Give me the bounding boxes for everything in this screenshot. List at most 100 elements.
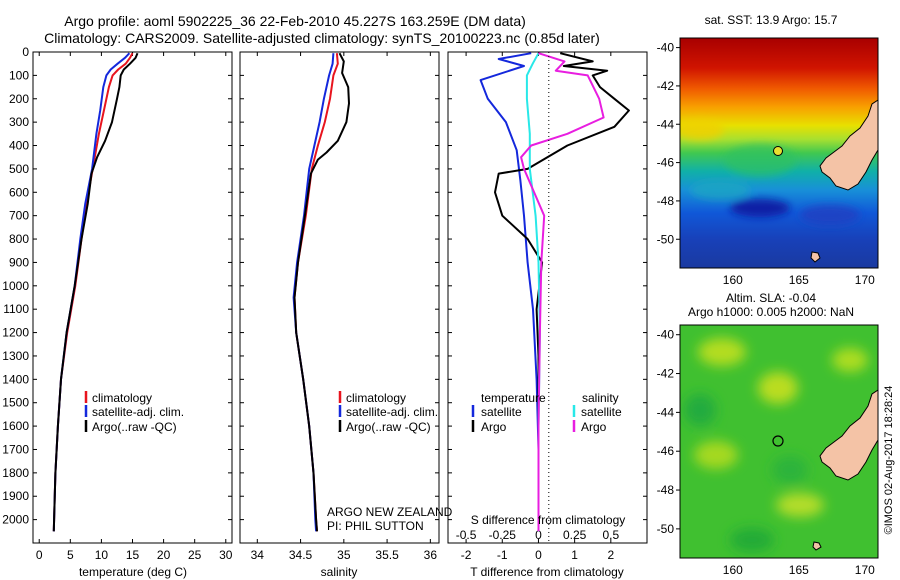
series-line-argo-raw-qc-	[293, 52, 350, 532]
map-y-tick-label: -42	[657, 79, 675, 93]
sst-map	[680, 38, 878, 268]
map-y-tick-label: -50	[657, 522, 675, 536]
float-pi-label: PI: PHIL SUTTON	[327, 519, 424, 533]
x-tick-label: 0	[36, 548, 43, 562]
float-program-label: ARGO NEW ZEALAND	[327, 505, 453, 519]
map-y-tick-label: -42	[657, 367, 675, 381]
sla-high-patch	[698, 338, 746, 366]
x-tick-label: 34	[251, 548, 265, 562]
title-line-2: Climatology: CARS2009. Satellite-adjuste…	[44, 30, 600, 46]
new-zealand-land	[819, 99, 878, 191]
y-tick-label: 2000	[2, 513, 29, 527]
sla-map-title-line-1: Altim. SLA: -0.04	[726, 291, 816, 305]
map-x-tick-label: 160	[723, 563, 743, 577]
sla-map-frame	[679, 324, 879, 559]
x-tick-label: -2	[461, 548, 472, 562]
legend-argo-label: Argo(..raw -QC)	[92, 420, 177, 434]
legend-sal-argo-label: Argo	[581, 420, 607, 434]
y-tick-label: 500	[9, 162, 29, 176]
sla-map-title-line-2: Argo h1000: 0.005 h2000: NaN	[688, 305, 854, 319]
sst-cool-patch	[800, 205, 860, 225]
map-x-tick-label: 165	[789, 563, 809, 577]
legend-climatology-label: climatology	[92, 391, 152, 405]
map-y-tick-label: -44	[657, 405, 675, 419]
y-tick-label: 1600	[2, 419, 29, 433]
x-tick-label: -1	[497, 548, 508, 562]
y-tick-label: 1800	[2, 466, 29, 480]
y-tick-label: 1900	[2, 489, 29, 503]
lines-layer	[52, 52, 630, 532]
stewart-island	[812, 541, 822, 551]
y-tick-label: 600	[9, 185, 29, 199]
sla-high-patch	[776, 493, 824, 517]
map-y-tick-label: -46	[657, 444, 675, 458]
sst-map-title: sat. SST: 13.9 Argo: 15.7	[705, 13, 838, 27]
y-tick-label: 100	[9, 68, 29, 82]
map-y-tick-label: -44	[657, 117, 675, 131]
legend-salinity-heading: salinity	[582, 391, 619, 405]
legend-satellite-label: satellite-adj. clim.	[92, 405, 184, 419]
y-tick-label: 900	[9, 255, 29, 269]
y-tick-label: 1100	[3, 302, 29, 316]
sla-low-patch	[730, 528, 774, 552]
new-zealand-land	[819, 389, 878, 481]
difference-xlabel: T difference from climatology	[470, 565, 624, 579]
y-tick-label: 1400	[2, 372, 29, 386]
legend-satellite-label: satellite-adj. clim.	[346, 405, 438, 419]
sla-map	[680, 325, 878, 558]
sla-high-patch	[758, 372, 798, 404]
argo-position-marker	[772, 435, 784, 447]
y-tick-label: 700	[9, 209, 29, 223]
y-tick-label: 1700	[2, 442, 29, 456]
s-tick-label: 0.25	[563, 528, 587, 542]
sst-teal-patch	[690, 180, 750, 200]
y-tick-label: 1300	[2, 349, 29, 363]
x-tick-label: 20	[157, 548, 171, 562]
map-y-tick-label: -46	[657, 156, 675, 170]
map-y-tick-label: -40	[657, 41, 675, 55]
legend-temperature-heading: temperature	[481, 391, 546, 405]
sla-low-patch	[772, 456, 808, 484]
y-tick-label: 200	[9, 92, 29, 106]
temperature-legend: climatology satellite-adj. clim. Argo(..…	[84, 391, 184, 434]
y-tick-label: 1200	[2, 326, 29, 340]
x-tick-label: 35	[337, 548, 351, 562]
legend-argo-label: Argo(..raw -QC)	[346, 420, 431, 434]
sla-high-patch	[694, 441, 738, 469]
title-line-1: Argo profile: aoml 5902225_36 22-Feb-201…	[64, 13, 526, 29]
s-tick-label: -0.5	[456, 528, 477, 542]
argo-position-marker	[773, 146, 783, 156]
x-tick-label: 35.5	[375, 548, 399, 562]
series-line-salinity-argo	[520, 52, 605, 532]
x-tick-label: 36	[424, 548, 438, 562]
s-tick-label: -0.25	[489, 528, 517, 542]
salinity-legend: climatology satellite-adj. clim. Argo(..…	[327, 391, 453, 533]
map-y-tick-label: -48	[657, 483, 675, 497]
legend-temp-argo-label: Argo	[481, 420, 507, 434]
y-tick-label: 400	[9, 139, 29, 153]
legend-temp-satellite-label: satellite	[481, 405, 522, 419]
temperature-xlabel: temperature (deg C)	[79, 565, 187, 579]
salinity-panel-frame	[239, 51, 440, 544]
y-tick-label: 1500	[2, 396, 29, 410]
difference-panel-frame	[447, 51, 648, 544]
sst-map-frame	[679, 37, 879, 269]
x-tick-label: 34.5	[289, 548, 313, 562]
legend-sal-satellite-label: satellite	[581, 405, 622, 419]
y-tick-label: 300	[9, 115, 29, 129]
s-difference-label: S difference from climatology	[471, 513, 626, 527]
sla-low-patch	[684, 394, 716, 426]
x-tick-label: 5	[67, 548, 74, 562]
legend-climatology-label: climatology	[346, 391, 406, 405]
x-tick-label: 15	[126, 548, 140, 562]
sla-high-patch	[832, 348, 868, 372]
map-y-tick-label: -48	[657, 194, 675, 208]
sst-cool-patch	[730, 199, 790, 217]
y-tick-label: 1000	[2, 279, 29, 293]
difference-legend: temperature salinity satellite Argo sate…	[471, 391, 626, 527]
y-tick-label: 0	[22, 45, 29, 59]
series-line-argo-raw-qc-	[52, 52, 139, 532]
series-group	[479, 52, 630, 532]
credit-timestamp: ©IMOS 02-Aug-2017 18:28:24	[883, 386, 895, 535]
